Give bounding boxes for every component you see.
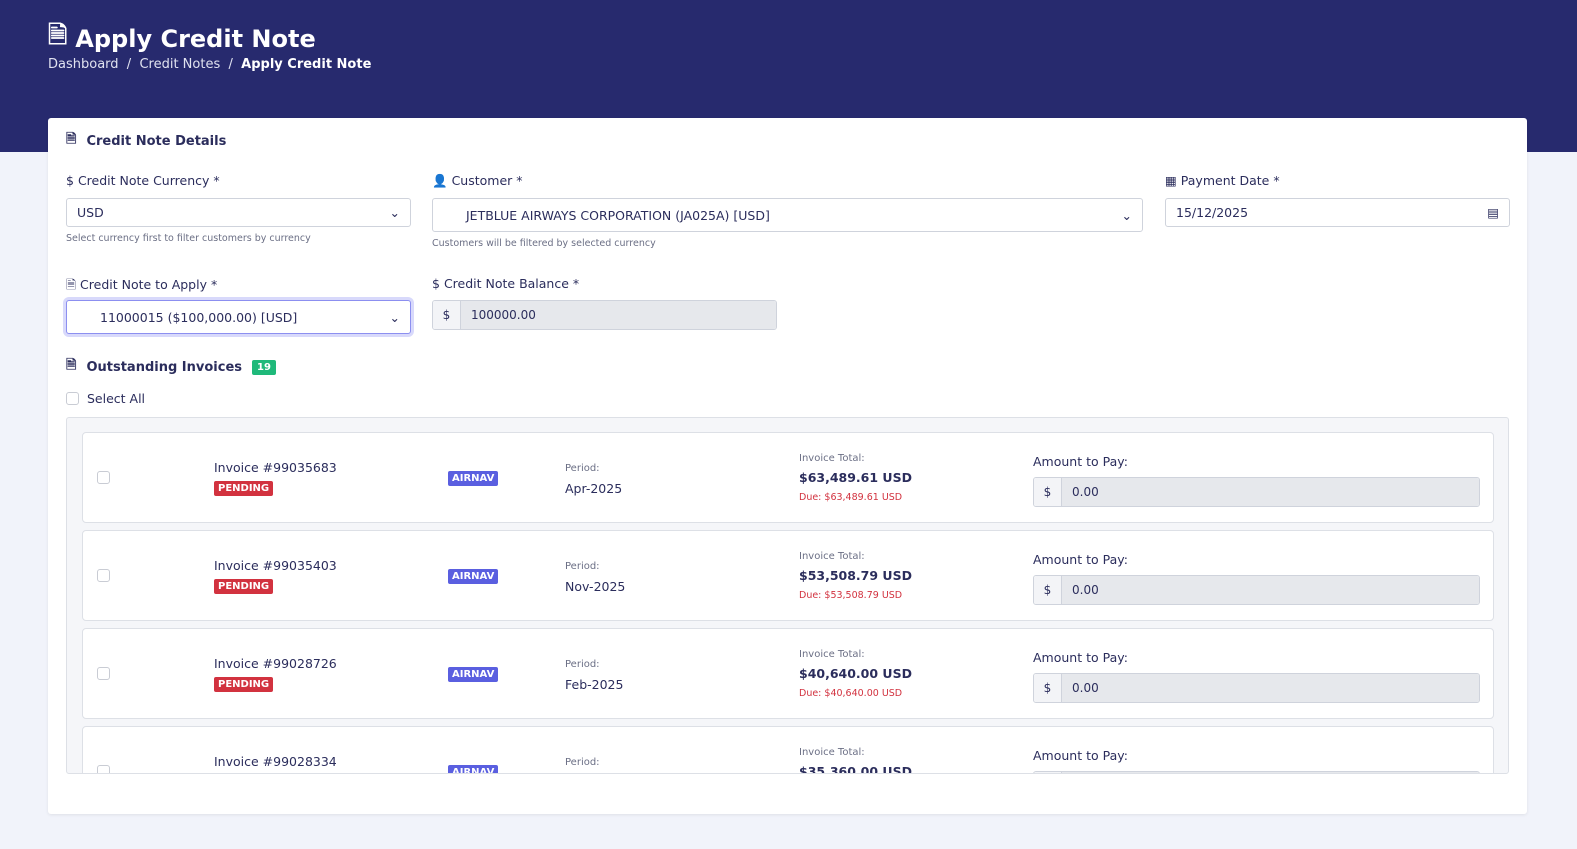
invoice-checkbox[interactable] (97, 765, 110, 773)
period-label: Period: (565, 659, 600, 670)
amount-input[interactable]: $0.00 (1033, 477, 1480, 507)
chevron-down-icon: ⌄ (389, 205, 400, 220)
outstanding-invoices-title: 🗎 Outstanding Invoices 19 (66, 356, 276, 378)
invoice-number: Invoice #99028726 (214, 656, 337, 671)
user-icon: 👤 (432, 173, 448, 188)
count-badge: 19 (252, 359, 276, 375)
currency-select[interactable]: USD ⌄ (66, 198, 411, 227)
total-label: Invoice Total: (799, 747, 865, 758)
balance-label: $ Credit Note Balance * (432, 276, 580, 291)
breadcrumb-credit-notes[interactable]: Credit Notes (139, 57, 221, 72)
amount-label: Amount to Pay: (1033, 748, 1128, 763)
status-badge: PENDING (214, 677, 274, 692)
amount-label: Amount to Pay: (1033, 552, 1128, 567)
due-amount: Due: $53,508.79 USD (799, 590, 903, 601)
amount-label: Amount to Pay: (1033, 650, 1128, 665)
total-value: $40,640.00 USD (799, 666, 912, 681)
invoice-row: Invoice #99035683 PENDING AIRNAV Period:… (82, 432, 1494, 523)
tag-badge: AIRNAV (448, 569, 499, 584)
chevron-down-icon: ⌄ (389, 309, 400, 325)
status-badge: PENDING (214, 579, 274, 594)
page-title: 🗎 Apply Credit Note (48, 18, 316, 59)
file-icon: 🗎 (66, 132, 77, 147)
due-amount: Due: $40,640.00 USD (799, 688, 903, 699)
period-label: Period: (565, 757, 600, 768)
total-label: Invoice Total: (799, 551, 865, 562)
period-value: Nov-2025 (565, 579, 626, 594)
total-value: $53,508.79 USD (799, 568, 912, 583)
amount-input[interactable]: $0.00 (1033, 771, 1480, 773)
invoice-row: Invoice #99028726 PENDING AIRNAV Period:… (82, 628, 1494, 719)
document-icon: 🗎 (48, 21, 68, 49)
credit-note-select[interactable]: 11000015 ($100,000.00) [USD] ⌄ (66, 300, 411, 334)
period-value: Apr-2025 (565, 481, 623, 496)
calendar-icon: ▦ (1165, 173, 1177, 188)
card-title: 🗎 Credit Note Details (66, 130, 226, 152)
total-value: $35,360.00 USD (799, 764, 912, 774)
total-label: Invoice Total: (799, 649, 865, 660)
breadcrumb: Dashboard / Credit Notes / Apply Credit … (48, 57, 372, 72)
invoice-list[interactable]: Invoice #99035683 PENDING AIRNAV Period:… (66, 417, 1509, 774)
status-badge: PENDING (214, 481, 274, 496)
customer-select[interactable]: JETBLUE AIRWAYS CORPORATION (JA025A) [US… (432, 198, 1143, 232)
invoice-checkbox[interactable] (97, 569, 110, 582)
breadcrumb-current: Apply Credit Note (241, 57, 372, 72)
file-icon: 🗎 (66, 277, 77, 292)
balance-input: $100000.00 (432, 300, 777, 330)
payment-date-label: ▦ Payment Date * (1165, 173, 1280, 188)
invoice-number: Invoice #99035683 (214, 460, 337, 475)
breadcrumb-dashboard[interactable]: Dashboard (48, 57, 119, 72)
customer-label: 👤 Customer * (432, 173, 523, 188)
tag-badge: AIRNAV (448, 667, 499, 682)
period-label: Period: (565, 561, 600, 572)
total-label: Invoice Total: (799, 453, 865, 464)
invoice-row: Invoice #99028334 PENDING AIRNAV Period:… (82, 726, 1494, 774)
invoice-checkbox[interactable] (97, 667, 110, 680)
calendar-icon[interactable]: ▤ (1487, 205, 1499, 220)
credit-note-details-card: 🗎 Credit Note Details $ Credit Note Curre… (48, 118, 1527, 814)
period-label: Period: (565, 463, 600, 474)
payment-date-input[interactable]: 15/12/2025 ▤ (1165, 198, 1510, 227)
tag-badge: AIRNAV (448, 471, 499, 486)
invoice-number: Invoice #99028334 (214, 754, 337, 769)
period-value: Feb-2025 (565, 677, 624, 692)
select-all-checkbox[interactable] (66, 392, 79, 405)
invoice-icon: 🗎 (66, 358, 77, 373)
invoice-number: Invoice #99035403 (214, 558, 337, 573)
customer-help: Customers will be filtered by selected c… (432, 238, 656, 249)
currency-help: Select currency first to filter customer… (66, 233, 311, 244)
invoice-checkbox[interactable] (97, 471, 110, 484)
credit-note-label: 🗎 Credit Note to Apply * (66, 277, 218, 292)
due-amount: Due: $63,489.61 USD (799, 492, 903, 503)
amount-input[interactable]: $0.00 (1033, 673, 1480, 703)
total-value: $63,489.61 USD (799, 470, 912, 485)
tag-badge: AIRNAV (448, 765, 499, 773)
invoice-row: Invoice #99035403 PENDING AIRNAV Period:… (82, 530, 1494, 621)
chevron-down-icon: ⌄ (1121, 207, 1132, 223)
select-all[interactable]: Select All (66, 391, 145, 406)
amount-input[interactable]: $0.00 (1033, 575, 1480, 605)
amount-label: Amount to Pay: (1033, 454, 1128, 469)
currency-label: $ Credit Note Currency * (66, 173, 220, 188)
